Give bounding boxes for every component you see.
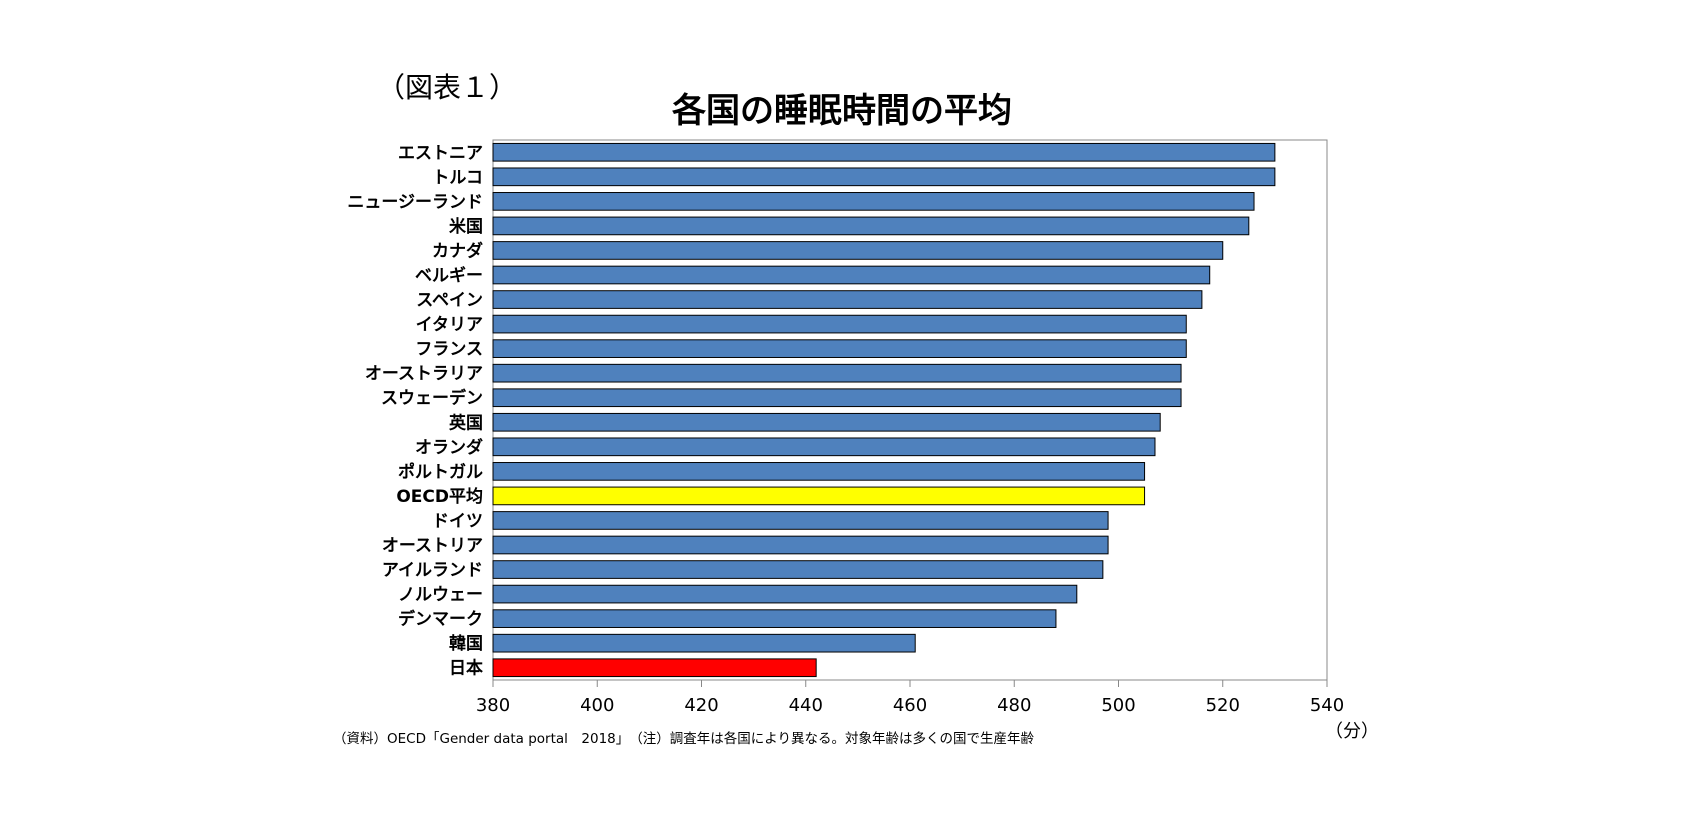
category-label: スウェーデン [381, 388, 483, 409]
x-tick-label: 440 [789, 695, 823, 716]
bar [492, 511, 1109, 530]
category-label: ドイツ [432, 511, 483, 531]
bar [492, 633, 916, 653]
bar [492, 339, 1187, 358]
bar [492, 462, 1146, 481]
bar [492, 609, 1057, 628]
bar [492, 241, 1224, 260]
category-label: イタリア [416, 315, 483, 335]
bar [492, 486, 1146, 506]
category-label: ニュージーランド [347, 192, 483, 212]
bar [492, 192, 1255, 211]
bar [492, 560, 1104, 579]
category-label: オーストリア [382, 536, 483, 556]
bar [492, 290, 1203, 309]
x-tick-label: 420 [684, 695, 718, 716]
bar [492, 437, 1156, 457]
x-tick-label: 540 [1310, 695, 1344, 716]
x-tick-label: 400 [580, 695, 614, 716]
category-label: ベルギー [415, 266, 483, 286]
figure-label: （図表１） [377, 71, 517, 104]
category-label: オランダ [415, 437, 483, 458]
x-tick-label: 460 [893, 695, 927, 716]
category-label: スペイン [416, 291, 483, 311]
category-label: ポルトガル [398, 461, 483, 482]
category-label: デンマーク [398, 609, 483, 630]
x-unit-label: （分） [1325, 721, 1379, 742]
bar [492, 216, 1250, 236]
category-label: 米国 [449, 216, 483, 237]
bar [492, 167, 1276, 187]
x-tick-label: 520 [1206, 695, 1240, 716]
bar [492, 412, 1161, 432]
bar [492, 388, 1182, 408]
x-tick-label: 500 [1101, 695, 1135, 716]
category-label: 英国 [449, 412, 483, 433]
x-tick-label: 480 [997, 695, 1031, 716]
category-label: ノルウェー [398, 585, 483, 605]
x-tick-label: 380 [476, 695, 510, 716]
category-label: オーストラリア [365, 364, 483, 384]
bar [492, 142, 1276, 162]
category-label: フランス [415, 340, 483, 360]
category-label: OECD平均 [396, 486, 483, 507]
chart-title: 各国の睡眠時間の平均 [672, 91, 1012, 131]
bar [492, 314, 1187, 334]
category-label: 韓国 [449, 633, 483, 654]
footnote: （資料）OECD「Gender data portal 2018」 （注）調査年… [333, 730, 1034, 747]
category-label: アイルランド [382, 561, 483, 581]
bar [492, 535, 1109, 555]
category-label: 日本 [449, 658, 483, 679]
category-label: エストニア [398, 143, 483, 163]
category-label: トルコ [432, 168, 483, 188]
bar [492, 658, 817, 678]
bar [492, 265, 1211, 285]
category-label: カナダ [432, 240, 483, 261]
bar [492, 584, 1078, 604]
bar [492, 363, 1182, 383]
